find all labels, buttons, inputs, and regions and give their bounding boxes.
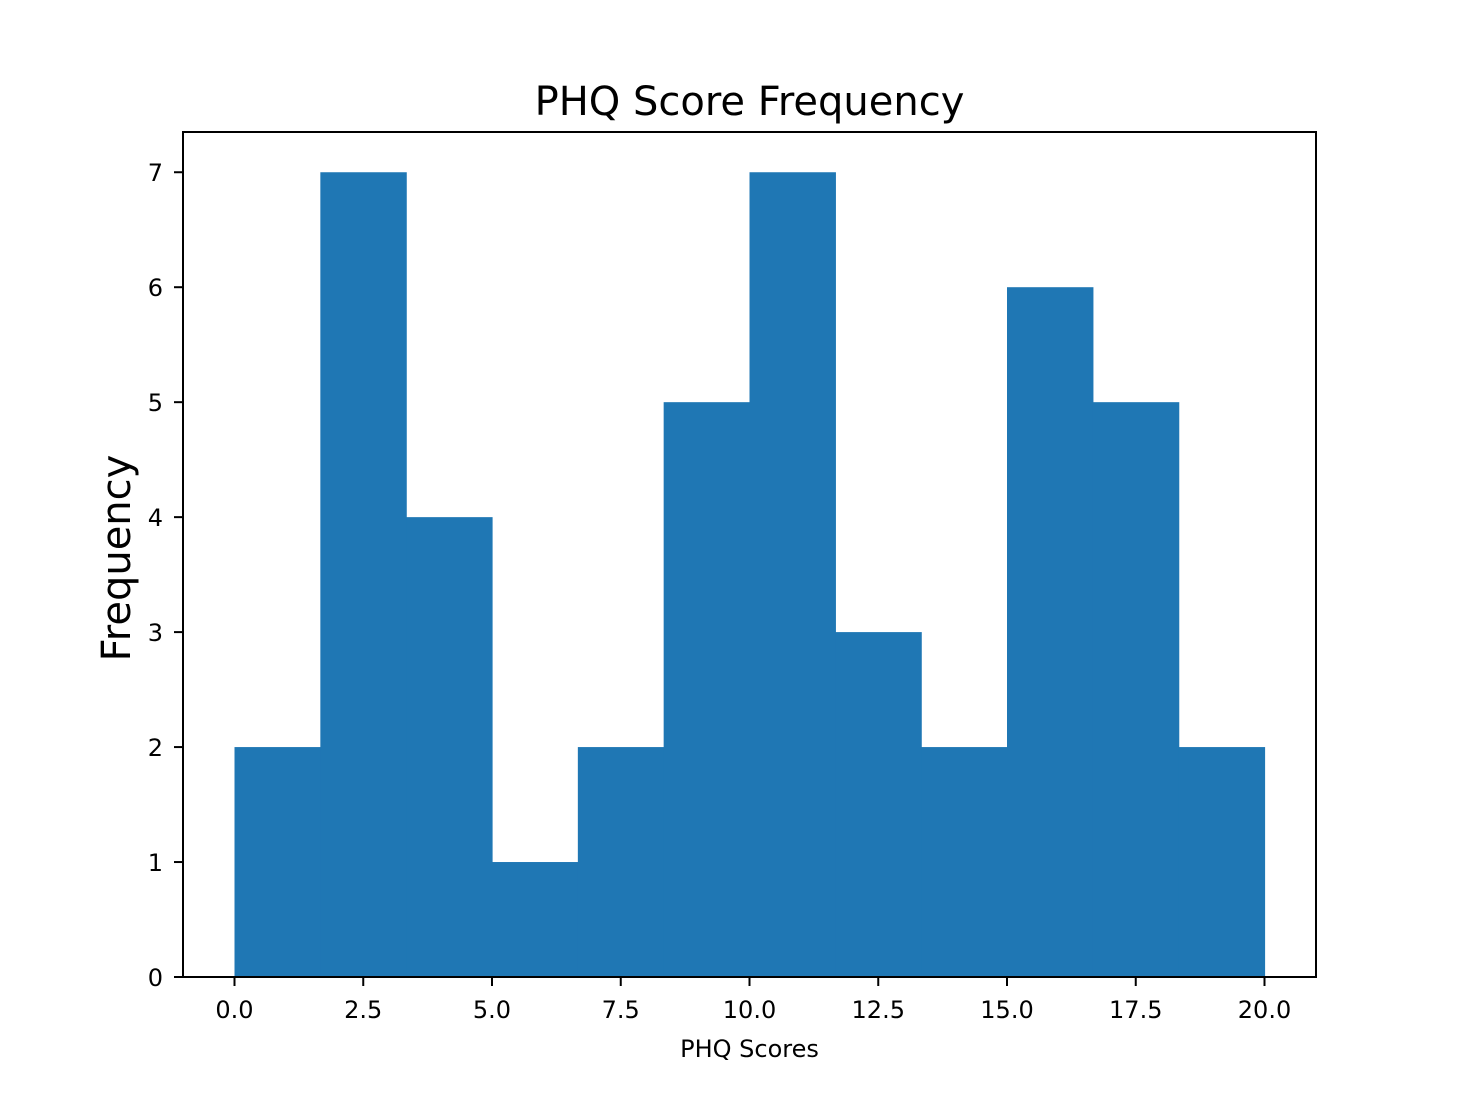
y-tick-label: 7 bbox=[148, 159, 163, 187]
y-tick-label: 2 bbox=[148, 734, 163, 762]
x-axis-ticks: 0.0 2.5 5.0 7.5 10.0 12.5 15.0 17.5 20.0 bbox=[215, 977, 1291, 1024]
x-tick-label: 5.0 bbox=[473, 996, 511, 1024]
chart-title: PHQ Score Frequency bbox=[535, 79, 965, 125]
y-tick-label: 3 bbox=[148, 619, 163, 647]
y-tick-label: 1 bbox=[148, 849, 163, 877]
x-tick-label: 17.5 bbox=[1109, 996, 1162, 1024]
x-tick-label: 20.0 bbox=[1238, 996, 1291, 1024]
histogram-bar bbox=[406, 517, 493, 977]
x-tick-label: 2.5 bbox=[344, 996, 382, 1024]
y-tick-label: 4 bbox=[148, 504, 163, 532]
x-tick-label: 7.5 bbox=[602, 996, 640, 1024]
histogram-bar bbox=[1178, 747, 1266, 977]
histogram-bar bbox=[663, 402, 751, 977]
x-tick-label: 0.0 bbox=[215, 996, 253, 1024]
y-tick-label: 6 bbox=[148, 274, 163, 302]
histogram-bar bbox=[577, 747, 665, 977]
histogram-bar bbox=[749, 172, 836, 978]
histogram-bar bbox=[835, 632, 922, 977]
x-tick-label: 10.0 bbox=[723, 996, 776, 1024]
y-tick-label: 5 bbox=[148, 389, 163, 417]
histogram-bar bbox=[320, 172, 407, 978]
histogram-bar bbox=[492, 862, 579, 977]
x-tick-label: 15.0 bbox=[980, 996, 1033, 1024]
histogram-bar bbox=[1007, 287, 1094, 977]
y-axis-title: Frequency bbox=[94, 455, 140, 662]
bars-group bbox=[234, 172, 1266, 978]
y-tick-label: 0 bbox=[148, 964, 163, 992]
histogram-bar bbox=[234, 747, 321, 977]
x-tick-label: 12.5 bbox=[852, 996, 905, 1024]
x-axis-title: PHQ Scores bbox=[680, 1035, 819, 1063]
y-axis-ticks: 0 1 2 3 4 5 6 7 bbox=[148, 159, 183, 992]
histogram-bar bbox=[921, 747, 1008, 977]
histogram-bar bbox=[1092, 402, 1180, 977]
